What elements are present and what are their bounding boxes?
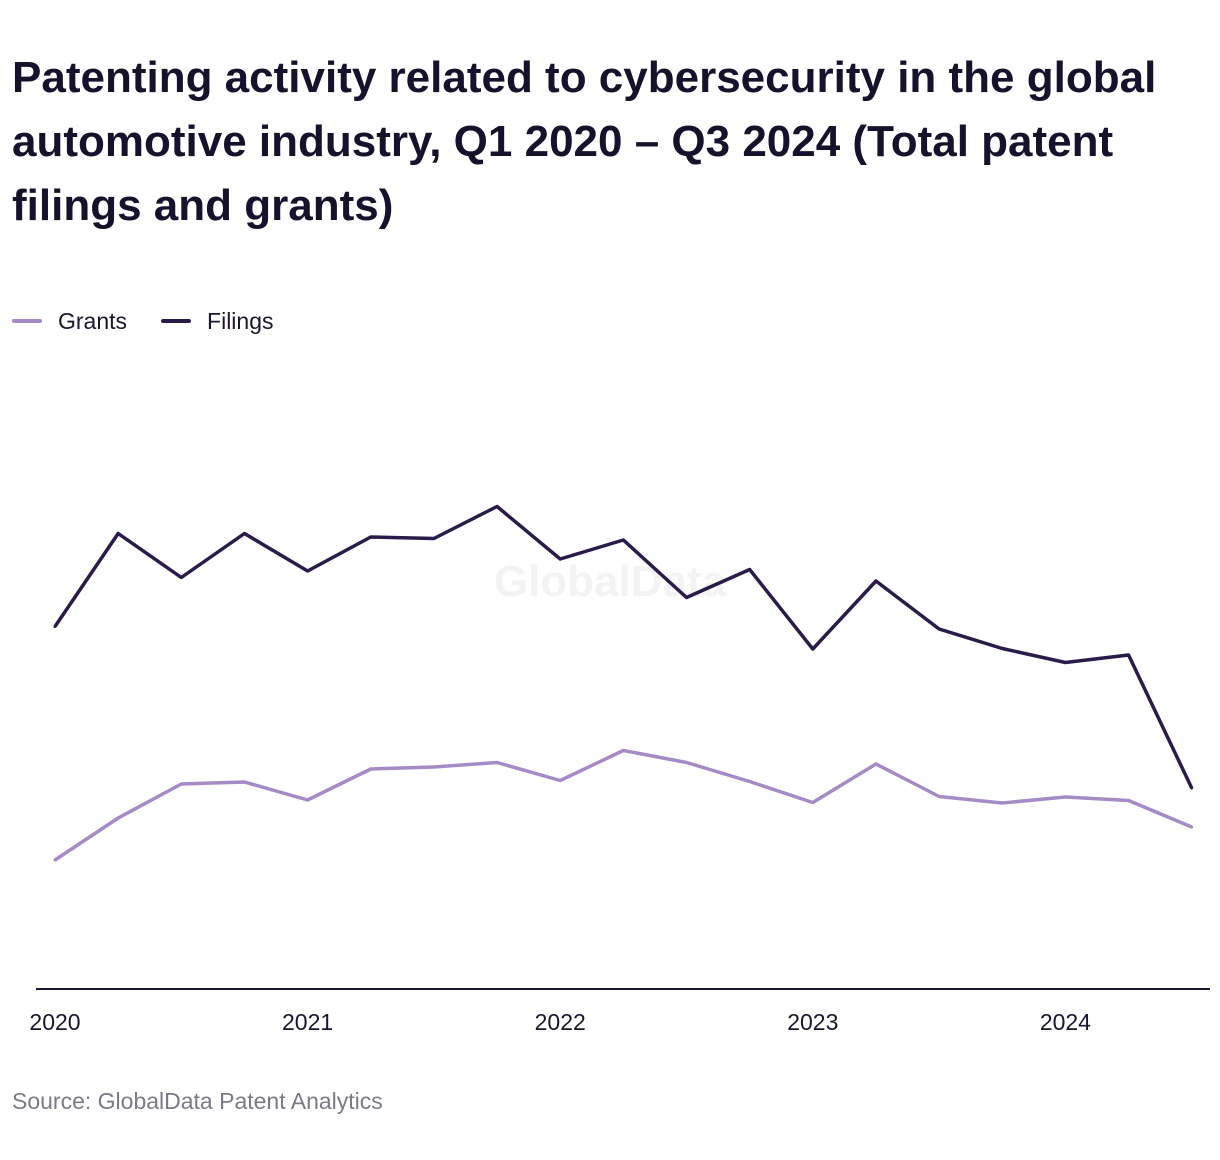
x-tick-label: 2020 bbox=[29, 1009, 80, 1035]
data-point-filings[interactable] bbox=[242, 532, 246, 535]
data-point-filings[interactable] bbox=[432, 537, 436, 540]
data-point-filings[interactable] bbox=[874, 579, 878, 583]
data-point-filings[interactable] bbox=[306, 569, 310, 573]
chart-title: Patenting activity related to cybersecur… bbox=[12, 53, 1157, 230]
data-point-grants[interactable] bbox=[53, 858, 57, 862]
data-point-filings[interactable] bbox=[1127, 653, 1131, 657]
data-point-filings[interactable] bbox=[558, 557, 562, 561]
data-point-filings[interactable] bbox=[1000, 647, 1004, 650]
data-point-filings[interactable] bbox=[179, 576, 183, 579]
data-point-grants[interactable] bbox=[748, 780, 752, 783]
x-tick-label: 2023 bbox=[787, 1009, 838, 1035]
data-point-grants[interactable] bbox=[495, 761, 499, 764]
series-layer bbox=[53, 504, 1194, 862]
x-tick-labels: 2020 2021 2022 2023 2024 bbox=[29, 1009, 1091, 1035]
legend-swatch-grants bbox=[12, 319, 42, 323]
data-point-grants[interactable] bbox=[937, 795, 941, 798]
watermark-text: GlobalData bbox=[494, 557, 727, 606]
data-point-filings[interactable] bbox=[748, 568, 752, 571]
x-tick-label: 2021 bbox=[282, 1009, 333, 1035]
data-point-filings[interactable] bbox=[1063, 661, 1067, 664]
data-point-filings[interactable] bbox=[937, 627, 941, 631]
data-point-grants[interactable] bbox=[1127, 799, 1131, 802]
data-point-filings[interactable] bbox=[811, 647, 815, 651]
x-tick-label: 2024 bbox=[1040, 1009, 1091, 1035]
data-point-grants[interactable] bbox=[874, 762, 878, 766]
data-point-filings[interactable] bbox=[685, 596, 688, 599]
series-line-grants[interactable] bbox=[54, 748, 1193, 862]
data-point-filings[interactable] bbox=[495, 505, 499, 508]
data-point-grants[interactable] bbox=[179, 782, 183, 786]
data-point-filings[interactable] bbox=[369, 535, 373, 539]
legend-item-filings[interactable]: Filings bbox=[161, 307, 274, 335]
data-point-grants[interactable] bbox=[116, 816, 120, 820]
data-point-filings[interactable] bbox=[1190, 786, 1194, 790]
data-point-grants[interactable] bbox=[685, 761, 688, 764]
chart-legend: Grants Filings bbox=[12, 306, 308, 336]
data-point-grants[interactable] bbox=[306, 798, 310, 802]
data-point-grants[interactable] bbox=[242, 780, 246, 784]
data-point-grants[interactable] bbox=[621, 749, 625, 752]
data-point-filings[interactable] bbox=[53, 625, 57, 628]
legend-item-grants[interactable]: Grants bbox=[12, 308, 127, 335]
data-point-grants[interactable] bbox=[1063, 795, 1067, 799]
series-line-filings[interactable] bbox=[53, 504, 1194, 789]
legend-label-filings: Filings bbox=[207, 307, 274, 334]
data-point-grants[interactable] bbox=[1000, 801, 1004, 805]
data-point-grants[interactable] bbox=[432, 765, 436, 769]
data-point-grants[interactable] bbox=[558, 779, 562, 782]
data-point-filings[interactable] bbox=[621, 538, 625, 542]
source-note: Source: GlobalData Patent Analytics bbox=[12, 1088, 383, 1114]
data-point-grants[interactable] bbox=[811, 801, 815, 804]
data-point-grants[interactable] bbox=[369, 767, 373, 771]
data-point-filings[interactable] bbox=[116, 532, 120, 535]
legend-swatch-filings bbox=[161, 319, 192, 323]
data-point-grants[interactable] bbox=[1190, 825, 1194, 829]
legend-label-grants: Grants bbox=[58, 307, 128, 334]
x-tick-label: 2022 bbox=[535, 1009, 586, 1035]
